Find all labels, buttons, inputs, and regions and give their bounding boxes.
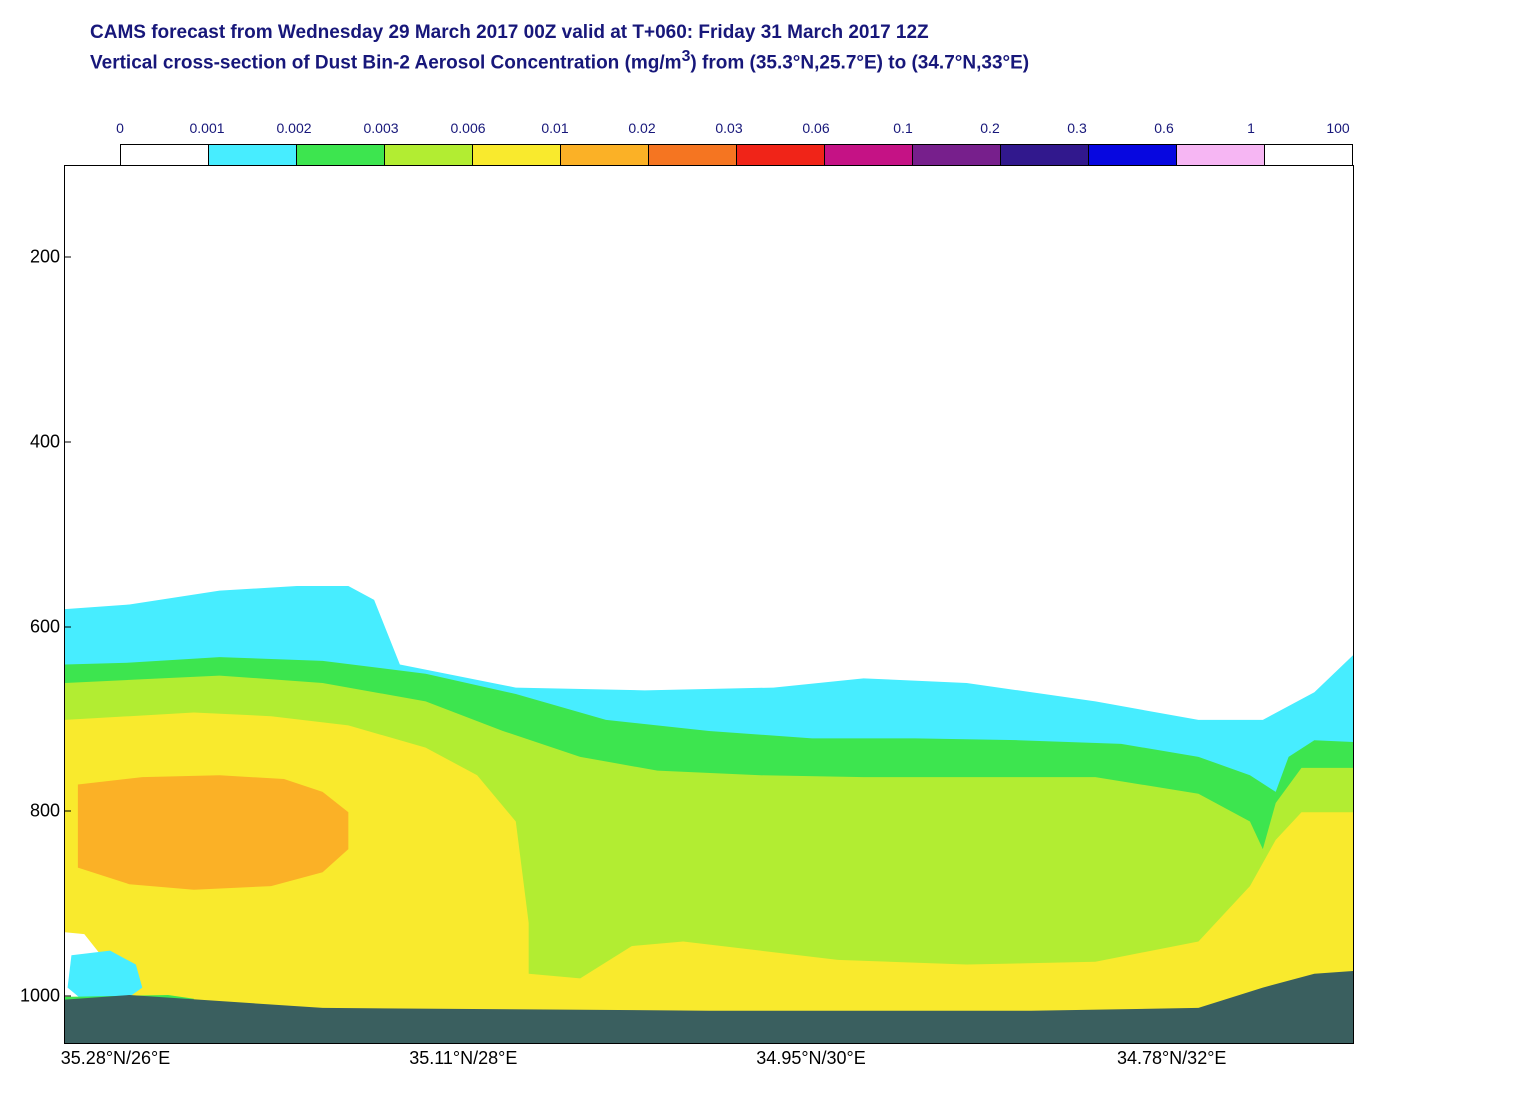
title-line-2: Vertical cross-section of Dust Bin-2 Aer… [90, 48, 1029, 74]
colorbar-label: 0.2 [980, 120, 999, 136]
colorbar-label: 0.3 [1067, 120, 1086, 136]
x-tick-label: 34.78°N/32°E [1117, 1042, 1226, 1069]
y-tick-label: 200 [30, 247, 64, 268]
colorbar-label: 0 [116, 120, 124, 136]
y-tick-label: 400 [30, 431, 64, 452]
colorbar-label: 0.006 [450, 120, 485, 136]
title2-prefix: Vertical cross-section of Dust Bin-2 Aer… [90, 52, 682, 73]
y-tick-label: 600 [30, 616, 64, 637]
title-line-1: CAMS forecast from Wednesday 29 March 20… [90, 22, 929, 44]
colorbar-label: 0.001 [189, 120, 224, 136]
y-tick-mark [64, 995, 71, 996]
colorbar-label: 0.06 [802, 120, 829, 136]
colorbar-label: 0.003 [363, 120, 398, 136]
title2-suffix: ) from (35.3°N,25.7°E) to (34.7°N,33°E) [690, 52, 1029, 73]
x-tick-label: 35.11°N/28°E [409, 1042, 517, 1069]
colorbar-label: 0.6 [1154, 120, 1173, 136]
y-tick-mark [64, 626, 71, 627]
colorbar-label: 100 [1326, 120, 1349, 136]
y-tick-label: 800 [30, 801, 64, 822]
colorbar-label: 0.03 [715, 120, 742, 136]
colorbar-label: 0.02 [628, 120, 655, 136]
colorbar-label: 1 [1247, 120, 1255, 136]
contour-region [78, 775, 348, 889]
y-tick-mark [64, 257, 71, 258]
x-tick-label: 34.95°N/30°E [756, 1042, 865, 1069]
x-tick-label: 35.28°N/26°E [61, 1042, 170, 1069]
colorbar-label: 0.002 [276, 120, 311, 136]
y-tick-label: 1000 [20, 985, 64, 1006]
plot-area [64, 165, 1354, 1044]
y-tick-mark [64, 811, 71, 812]
contour-svg [65, 166, 1353, 1043]
colorbar-label: 0.01 [541, 120, 568, 136]
colorbar-label: 0.1 [893, 120, 912, 136]
y-tick-mark [64, 441, 71, 442]
